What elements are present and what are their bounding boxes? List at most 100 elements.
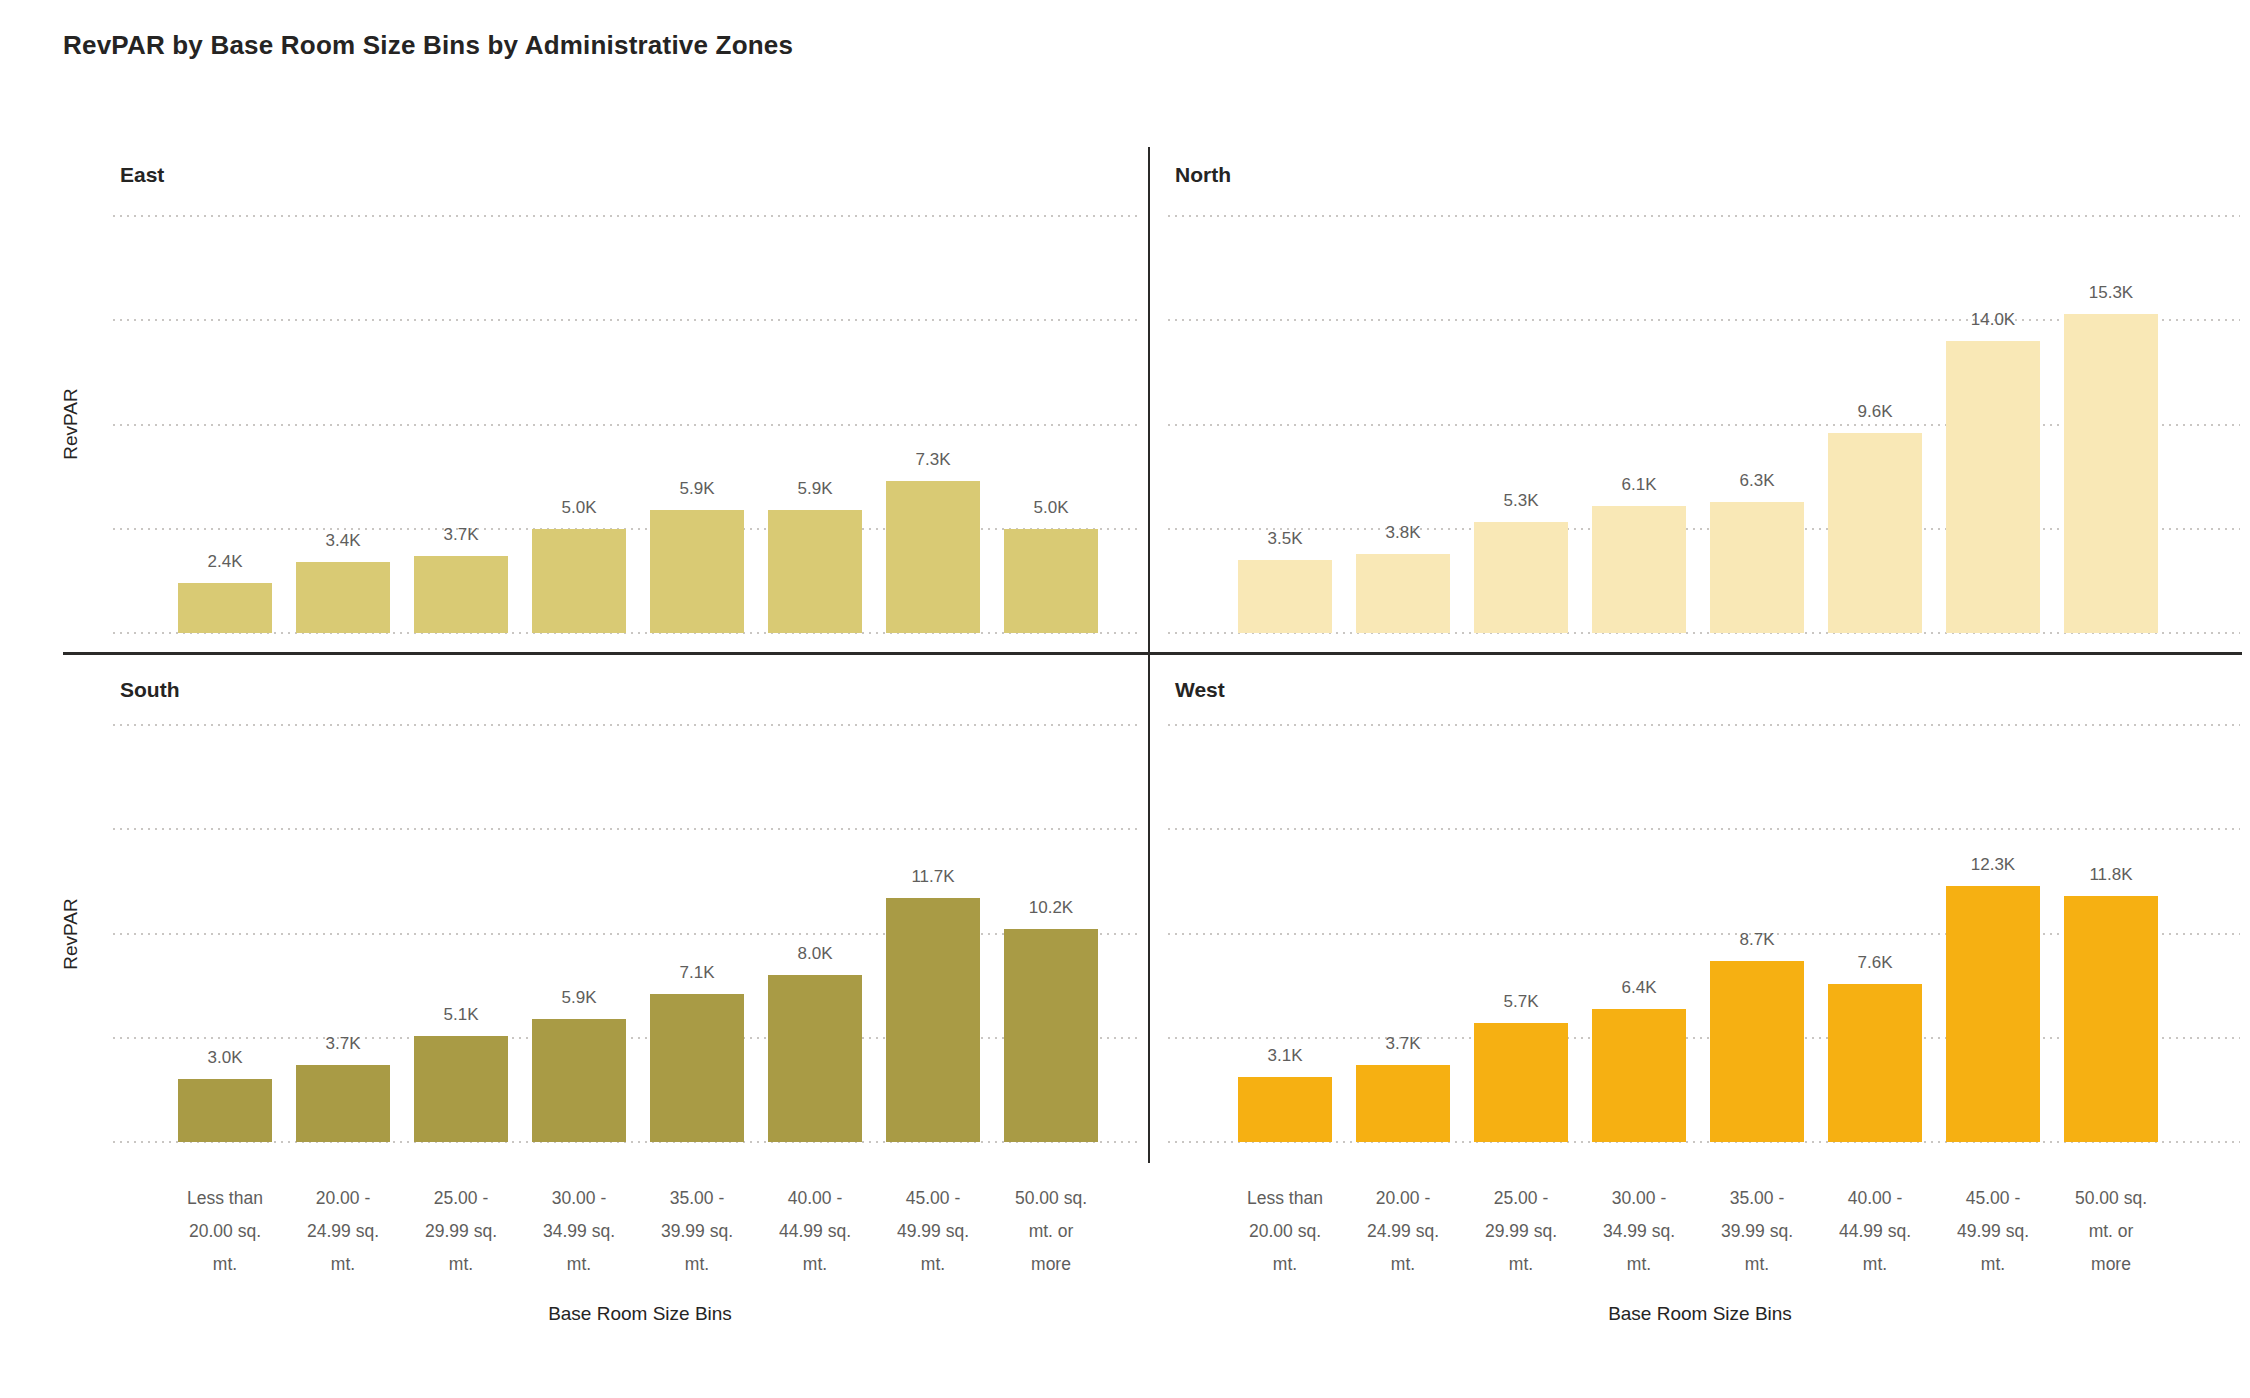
bar-east-4[interactable] [532, 529, 626, 633]
panel-title-east: East [120, 163, 164, 187]
x-tick-line: Less than [1219, 1182, 1351, 1215]
bar-west-3[interactable] [1474, 1023, 1568, 1142]
bar-west-8[interactable] [2064, 896, 2158, 1142]
bar-north-2[interactable] [1356, 554, 1450, 633]
bar-west-2[interactable] [1356, 1065, 1450, 1142]
x-tick-line: 40.00 - [749, 1182, 881, 1215]
bar-east-8[interactable] [1004, 529, 1098, 633]
bar-west-5[interactable] [1710, 961, 1804, 1142]
y-axis-title-bottom: RevPAR [60, 898, 82, 969]
bar-north-7[interactable] [1946, 341, 2040, 633]
x-tick-label-south-8: 50.00 sq.mt. ormore [985, 1182, 1117, 1281]
bar-south-6[interactable] [768, 975, 862, 1142]
x-tick-line: 25.00 - [395, 1182, 527, 1215]
bar-north-6[interactable] [1828, 433, 1922, 633]
x-axis-title-right: Base Room Size Bins [1608, 1303, 1792, 1325]
x-tick-line: 39.99 sq. [1691, 1215, 1823, 1248]
x-tick-line: Less than [159, 1182, 291, 1215]
bar-north-3[interactable] [1474, 522, 1568, 633]
bar-value-label-north-8: 15.3K [2041, 283, 2181, 303]
x-tick-line: 40.00 - [1809, 1182, 1941, 1215]
gridline-east-10000 [113, 424, 1137, 426]
bar-west-1[interactable] [1238, 1077, 1332, 1142]
gridline-west-20000 [1168, 724, 2240, 726]
bar-south-2[interactable] [296, 1065, 390, 1142]
x-tick-line: mt. [631, 1248, 763, 1281]
x-tick-line: mt. or [985, 1215, 1117, 1248]
x-tick-line: 34.99 sq. [513, 1215, 645, 1248]
bar-value-label-south-5: 7.1K [627, 963, 767, 983]
bar-south-5[interactable] [650, 994, 744, 1142]
x-tick-line: 39.99 sq. [631, 1215, 763, 1248]
bar-west-7[interactable] [1946, 886, 2040, 1142]
bar-value-label-east-6: 5.9K [745, 479, 885, 499]
bar-value-label-east-7: 7.3K [863, 450, 1003, 470]
gridline-south-10000 [113, 933, 1137, 935]
bar-east-1[interactable] [178, 583, 272, 633]
x-tick-line: 50.00 sq. [2045, 1182, 2177, 1215]
x-tick-label-west-7: 45.00 -49.99 sq.mt. [1927, 1182, 2059, 1281]
bar-value-label-south-7: 11.7K [863, 867, 1003, 887]
x-tick-line: 35.00 - [631, 1182, 763, 1215]
bar-value-label-north-2: 3.8K [1333, 523, 1473, 543]
chart-canvas: RevPAR by Base Room Size Bins by Adminis… [0, 0, 2250, 1398]
chart-title: RevPAR by Base Room Size Bins by Adminis… [63, 30, 793, 61]
x-tick-label-west-2: 20.00 -24.99 sq.mt. [1337, 1182, 1469, 1281]
x-tick-line: 24.99 sq. [277, 1215, 409, 1248]
x-tick-line: mt. [1691, 1248, 1823, 1281]
bar-north-1[interactable] [1238, 560, 1332, 633]
panel-title-south: South [120, 678, 179, 702]
bar-value-label-west-2: 3.7K [1333, 1034, 1473, 1054]
bar-value-label-west-8: 11.8K [2041, 865, 2181, 885]
panel-title-west: West [1175, 678, 1225, 702]
x-tick-line: more [2045, 1248, 2177, 1281]
bar-east-2[interactable] [296, 562, 390, 633]
bar-east-5[interactable] [650, 510, 744, 633]
bar-value-label-south-6: 8.0K [745, 944, 885, 964]
x-tick-line: mt. [1927, 1248, 2059, 1281]
x-tick-label-south-6: 40.00 -44.99 sq.mt. [749, 1182, 881, 1281]
bar-value-label-north-5: 6.3K [1687, 471, 1827, 491]
x-tick-line: 49.99 sq. [867, 1215, 999, 1248]
bar-west-6[interactable] [1828, 984, 1922, 1142]
bar-south-1[interactable] [178, 1079, 272, 1142]
x-tick-line: 35.00 - [1691, 1182, 1823, 1215]
x-tick-line: 49.99 sq. [1927, 1215, 2059, 1248]
bar-south-7[interactable] [886, 898, 980, 1142]
gridline-south-20000 [113, 724, 1137, 726]
x-tick-label-west-6: 40.00 -44.99 sq.mt. [1809, 1182, 1941, 1281]
x-tick-label-south-5: 35.00 -39.99 sq.mt. [631, 1182, 763, 1281]
bar-east-6[interactable] [768, 510, 862, 633]
x-tick-label-south-7: 45.00 -49.99 sq.mt. [867, 1182, 999, 1281]
gridline-west-15000 [1168, 828, 2240, 830]
panel-title-north: North [1175, 163, 1231, 187]
bar-east-3[interactable] [414, 556, 508, 633]
x-tick-line: 30.00 - [1573, 1182, 1705, 1215]
bar-west-4[interactable] [1592, 1009, 1686, 1142]
bar-south-8[interactable] [1004, 929, 1098, 1142]
bar-north-4[interactable] [1592, 506, 1686, 633]
bar-north-5[interactable] [1710, 502, 1804, 633]
x-tick-label-south-1: Less than20.00 sq.mt. [159, 1182, 291, 1281]
bar-value-label-south-4: 5.9K [509, 988, 649, 1008]
bar-value-label-south-2: 3.7K [273, 1034, 413, 1054]
x-tick-line: mt. [277, 1248, 409, 1281]
x-tick-label-south-4: 30.00 -34.99 sq.mt. [513, 1182, 645, 1281]
gridline-east-20000 [113, 215, 1137, 217]
x-tick-line: mt. [159, 1248, 291, 1281]
bar-value-label-west-4: 6.4K [1569, 978, 1709, 998]
bar-east-7[interactable] [886, 481, 980, 633]
x-tick-line: 29.99 sq. [395, 1215, 527, 1248]
x-tick-line: 20.00 - [1337, 1182, 1469, 1215]
x-tick-line: mt. [513, 1248, 645, 1281]
x-tick-line: 45.00 - [867, 1182, 999, 1215]
row-separator-line [63, 652, 2242, 655]
bar-south-4[interactable] [532, 1019, 626, 1142]
x-tick-label-west-1: Less than20.00 sq.mt. [1219, 1182, 1351, 1281]
bar-south-3[interactable] [414, 1036, 508, 1142]
x-tick-line: mt. [1337, 1248, 1469, 1281]
bar-north-8[interactable] [2064, 314, 2158, 633]
bar-value-label-east-3: 3.7K [391, 525, 531, 545]
x-tick-line: 30.00 - [513, 1182, 645, 1215]
x-tick-line: mt. [1573, 1248, 1705, 1281]
